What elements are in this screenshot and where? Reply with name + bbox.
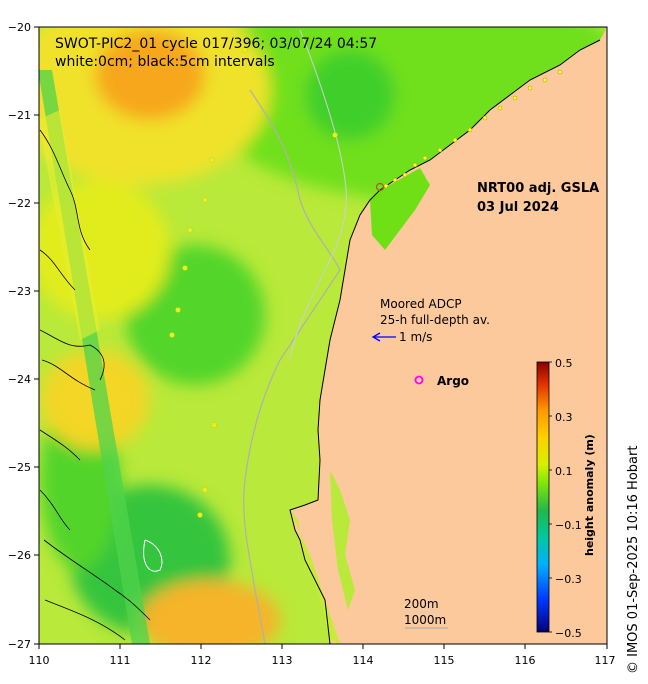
shelf-shark-bay: [290, 510, 340, 644]
colorbar-scale: [536, 361, 550, 633]
map-subtitle: white:0cm; black:5cm intervals: [55, 54, 275, 70]
plot-frame: [38, 26, 608, 645]
y-tick-label: −22: [8, 197, 31, 210]
adcp-legend-subtitle: 25-h full-depth av.: [380, 313, 490, 327]
isobath-1000m-label: 1000m: [404, 613, 446, 627]
x-tick-label: 117: [595, 654, 616, 667]
colorbar-title: height anomaly (m): [583, 434, 596, 556]
colorbar-tick-label: −0.1: [555, 519, 582, 532]
y-tick-label: −25: [8, 461, 31, 474]
y-tick-label: −24: [8, 373, 31, 386]
anomaly-yellow-w: [39, 180, 170, 320]
x-tick-label: 113: [272, 654, 293, 667]
anomaly-orange-s: [140, 580, 280, 644]
contour-line-0cm: [143, 539, 163, 572]
x-tick-label: 114: [353, 654, 374, 667]
adcp-arrow-icon: [371, 332, 396, 342]
colorbar-tick-label: 0.3: [555, 411, 573, 424]
shark-bay-water: [330, 470, 355, 610]
land-australia: [290, 27, 607, 644]
argo-marker-icon: [414, 375, 424, 385]
colorbar-tick-label: −0.5: [555, 627, 582, 640]
adcp-scale-label: 1 m/s: [399, 330, 432, 344]
adcp-legend-title: Moored ADCP: [380, 297, 462, 311]
coastal-shelf-green: [370, 168, 430, 250]
colorbar-tick-label: −0.3: [555, 573, 582, 586]
coastline: [289, 39, 601, 644]
credit-text: © IMOS 01-Sep-2025 10:16 Hobart: [626, 446, 641, 674]
anomaly-green-core-ne: [305, 50, 395, 140]
x-tick-label: 115: [434, 654, 455, 667]
x-tick-label: 116: [515, 654, 536, 667]
contour-lines-5cm: [39, 129, 151, 641]
isobath-200m-line: [289, 29, 347, 361]
x-tick-label: 110: [29, 654, 50, 667]
anomaly-orange-nw: [95, 30, 205, 120]
x-tick-label: 112: [191, 654, 212, 667]
map-title: SWOT-PIC2_01 cycle 017/396; 03/07/24 04:…: [55, 36, 377, 52]
argo-legend-label: Argo: [437, 374, 469, 388]
coastal-track-dots: [383, 69, 563, 189]
colorbar: 0.5 0.3 0.1 −0.1 −0.3 −0.5 height anomal…: [536, 357, 596, 640]
plot-area: [39, 27, 607, 644]
y-tick-label: −21: [8, 109, 31, 122]
colorbar-tick-label: 0.5: [555, 357, 573, 370]
colorbar-tick-label: 0.1: [555, 465, 573, 478]
y-tick-label: −27: [8, 638, 31, 651]
product-label: NRT00 adj. GSLA: [477, 181, 599, 196]
isobath-200m-label: 200m: [404, 597, 439, 611]
y-tick-label: −23: [8, 285, 31, 298]
y-tick-label: −20: [8, 21, 31, 34]
mooring-marker: [375, 182, 385, 192]
x-tick-label: 111: [110, 654, 131, 667]
isobath-1000m-line: [243, 89, 341, 644]
y-tick-label: −26: [8, 549, 31, 562]
product-date: 03 Jul 2024: [477, 200, 559, 215]
swot-nadir-track: [169, 47, 338, 518]
swot-swath-patch: [39, 110, 100, 340]
axis-ticks: [34, 26, 608, 649]
